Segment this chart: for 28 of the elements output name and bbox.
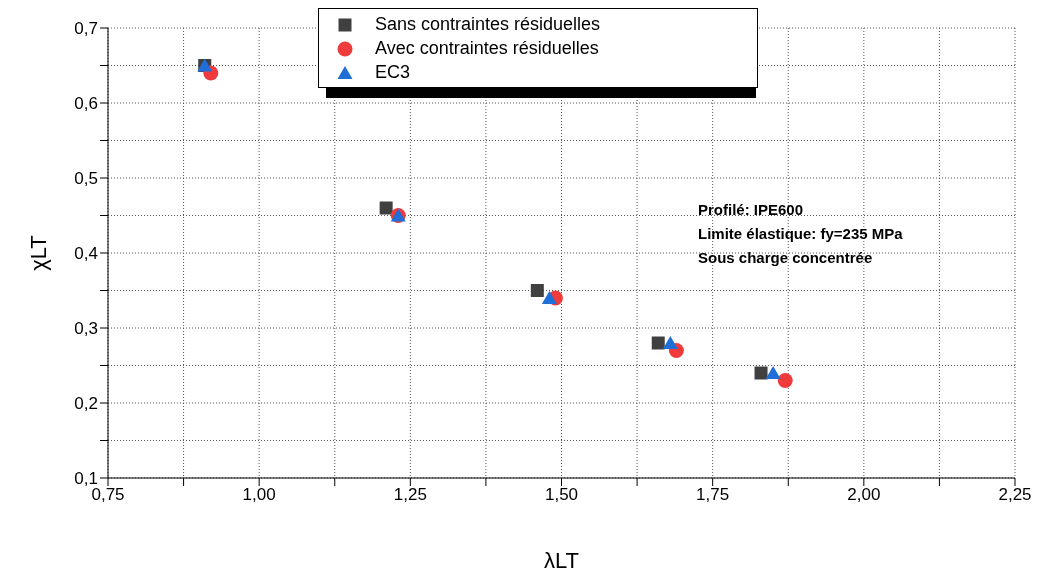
annotation: Profilé: IPE600 [698, 200, 805, 220]
point [765, 366, 781, 379]
y-axis-title: χLT [25, 235, 51, 271]
x-tick-label: 2,25 [998, 485, 1032, 505]
point [777, 373, 793, 388]
x-tick-label: 2,00 [847, 485, 881, 505]
x-tick-label: 1,25 [393, 485, 427, 505]
y-tick-label: 0,7 [74, 19, 98, 39]
point [530, 284, 544, 297]
y-tick-label: 0,2 [74, 394, 98, 414]
annotation: Sous charge concentrée [698, 248, 874, 268]
legend-label: Sans contraintes résiduelles [375, 13, 601, 35]
x-tick-label: 1,75 [696, 485, 730, 505]
point [662, 336, 678, 349]
y-tick-label: 0,4 [74, 244, 98, 264]
legend-label: EC3 [375, 61, 411, 83]
y-tick-label: 0,6 [74, 94, 98, 114]
point [754, 366, 768, 380]
point [651, 336, 665, 350]
annotation: Limite élastique: fy=235 MPa [698, 224, 903, 244]
y-tick-label: 0,5 [74, 169, 98, 189]
x-axis-title: λLT [543, 548, 580, 573]
x-tick-label: 1,50 [544, 485, 579, 505]
legend-label: Avec contraintes résiduelles [375, 37, 599, 59]
x-tick-label: 1,00 [242, 485, 276, 505]
point [541, 291, 557, 304]
point [379, 201, 393, 215]
y-tick-label: 0,3 [74, 319, 98, 339]
